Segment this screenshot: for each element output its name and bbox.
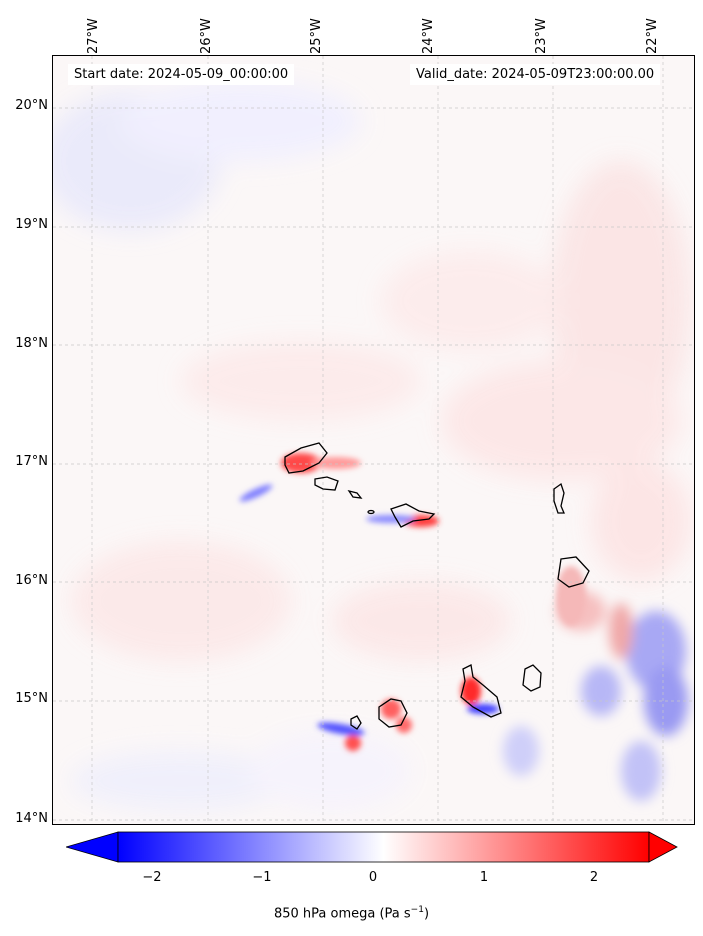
longitude-label: 26°W bbox=[199, 18, 214, 54]
longitude-label: 25°W bbox=[309, 18, 324, 54]
colorbar-tick: −1 bbox=[252, 870, 272, 885]
colorbar-tick: 0 bbox=[368, 870, 378, 885]
island-sao-vicente bbox=[314, 476, 339, 491]
island-raso bbox=[367, 509, 375, 515]
colorbar-tick: 2 bbox=[589, 870, 599, 885]
island-sao-nicolau bbox=[390, 503, 436, 528]
island-fogo bbox=[378, 698, 408, 728]
island-sal bbox=[553, 482, 565, 514]
start-date-label: Start date: 2024-05-09_00:00:00 bbox=[68, 64, 295, 85]
valid-date-label: Valid_date: 2024-05-09T23:00:00.00 bbox=[410, 64, 661, 85]
latitude-label: 17°N bbox=[15, 454, 48, 469]
latitude-label: 16°N bbox=[15, 573, 48, 588]
latitude-label: 20°N bbox=[15, 98, 48, 113]
colorbar-gradient bbox=[117, 831, 650, 863]
longitude-label: 23°W bbox=[534, 18, 549, 54]
island-santa-luzia bbox=[347, 489, 363, 499]
colorbar-tick: −2 bbox=[142, 870, 162, 885]
omega-field bbox=[53, 56, 694, 824]
latitude-label: 19°N bbox=[15, 217, 48, 232]
island-brava bbox=[350, 715, 362, 730]
latitude-label: 14°N bbox=[15, 811, 48, 826]
colorbar bbox=[64, 831, 678, 863]
island-maio bbox=[522, 664, 542, 692]
colorbar-min-extension bbox=[64, 831, 119, 863]
island-boa-vista bbox=[557, 556, 590, 588]
island-santo-antao bbox=[284, 442, 328, 474]
latitude-label: 18°N bbox=[15, 336, 48, 351]
map-gridlines bbox=[53, 56, 694, 824]
map-panel[interactable] bbox=[52, 55, 695, 825]
latitude-label: 15°N bbox=[15, 691, 48, 706]
island-santiago bbox=[460, 664, 502, 718]
colorbar-label: 850 hPa omega (Pa s−1) bbox=[273, 905, 430, 922]
colorbar-max-extension bbox=[648, 831, 678, 863]
colorbar-tick: 1 bbox=[479, 870, 489, 885]
longitude-label: 24°W bbox=[421, 18, 436, 54]
longitude-label: 22°W bbox=[645, 18, 660, 54]
longitude-label: 27°W bbox=[86, 18, 101, 54]
